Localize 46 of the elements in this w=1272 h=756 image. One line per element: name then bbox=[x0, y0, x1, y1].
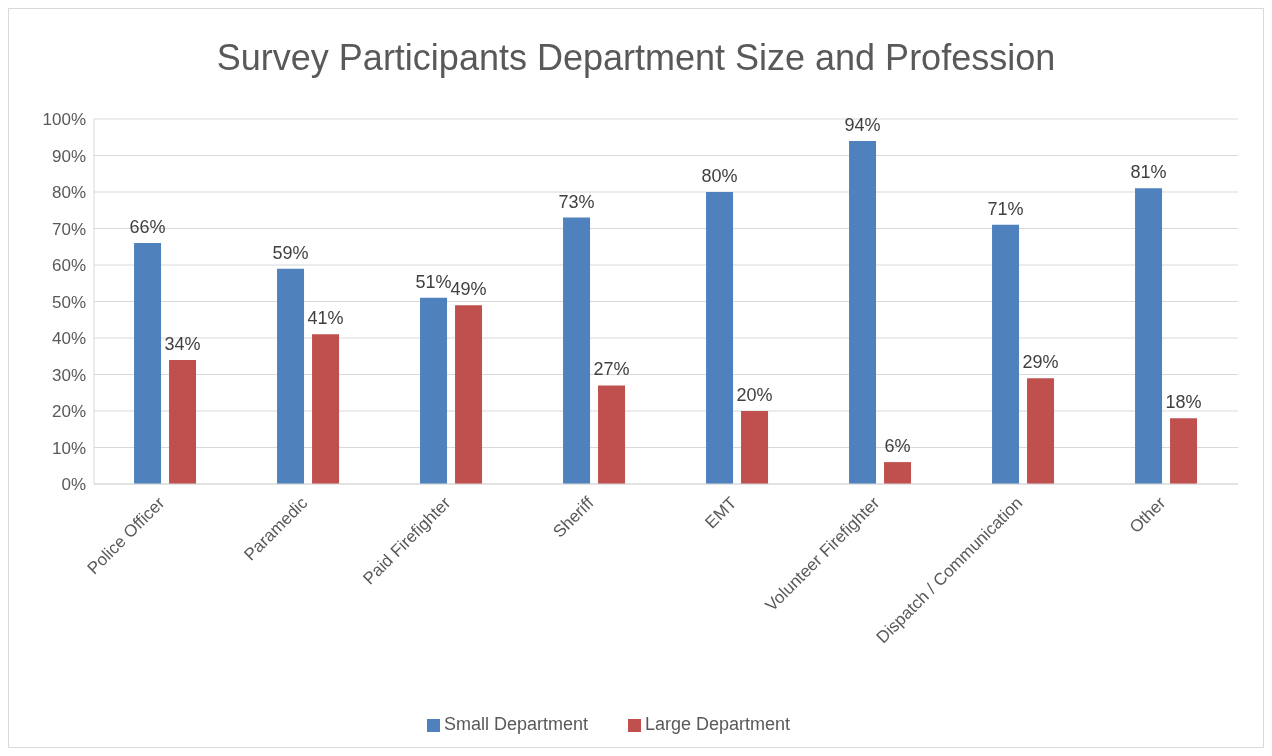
legend-label: Large Department bbox=[644, 714, 791, 734]
bar bbox=[169, 359, 197, 484]
y-tick-label: 10% bbox=[51, 438, 86, 458]
bar bbox=[420, 297, 448, 484]
data-label: 49% bbox=[450, 279, 487, 300]
bar bbox=[884, 462, 912, 484]
data-label: 29% bbox=[1022, 352, 1059, 373]
bar bbox=[1135, 188, 1163, 484]
bar bbox=[455, 305, 483, 484]
chart-title: Survey Participants Department Size and Profession bbox=[215, 37, 1057, 79]
bar bbox=[134, 243, 162, 484]
bar bbox=[598, 385, 626, 484]
data-label: 94% bbox=[844, 114, 881, 135]
data-label: 71% bbox=[987, 198, 1024, 219]
bar bbox=[1170, 418, 1198, 484]
bar bbox=[277, 268, 305, 484]
y-tick-label: 80% bbox=[51, 183, 86, 203]
y-tick-label: 30% bbox=[51, 365, 86, 385]
bar bbox=[741, 411, 769, 484]
data-label: 34% bbox=[164, 333, 201, 354]
y-tick-label: 0% bbox=[61, 475, 86, 495]
bar bbox=[992, 224, 1020, 484]
data-label: 41% bbox=[307, 308, 344, 329]
y-tick-label: 70% bbox=[51, 219, 86, 239]
y-tick-label: 20% bbox=[51, 402, 86, 422]
legend-label: Small Department bbox=[443, 714, 588, 734]
bar bbox=[312, 334, 340, 484]
bar bbox=[563, 217, 591, 484]
bar bbox=[706, 192, 734, 484]
bar bbox=[849, 140, 877, 484]
data-label: 27% bbox=[593, 359, 630, 380]
data-label: 73% bbox=[558, 191, 595, 212]
y-tick-label: 100% bbox=[42, 110, 86, 130]
data-label: 51% bbox=[415, 271, 452, 292]
data-label: 20% bbox=[736, 385, 773, 405]
data-label: 18% bbox=[1165, 392, 1202, 413]
data-label: 80% bbox=[701, 166, 738, 186]
y-tick-label: 50% bbox=[51, 292, 86, 312]
bar bbox=[1027, 378, 1055, 484]
data-label: 59% bbox=[272, 242, 309, 263]
data-label: 81% bbox=[1130, 162, 1167, 183]
data-label: 6% bbox=[884, 436, 911, 457]
y-tick-label: 60% bbox=[51, 256, 86, 276]
y-tick-label: 40% bbox=[51, 329, 86, 349]
data-label: 66% bbox=[129, 217, 166, 238]
y-tick-label: 90% bbox=[51, 146, 86, 166]
